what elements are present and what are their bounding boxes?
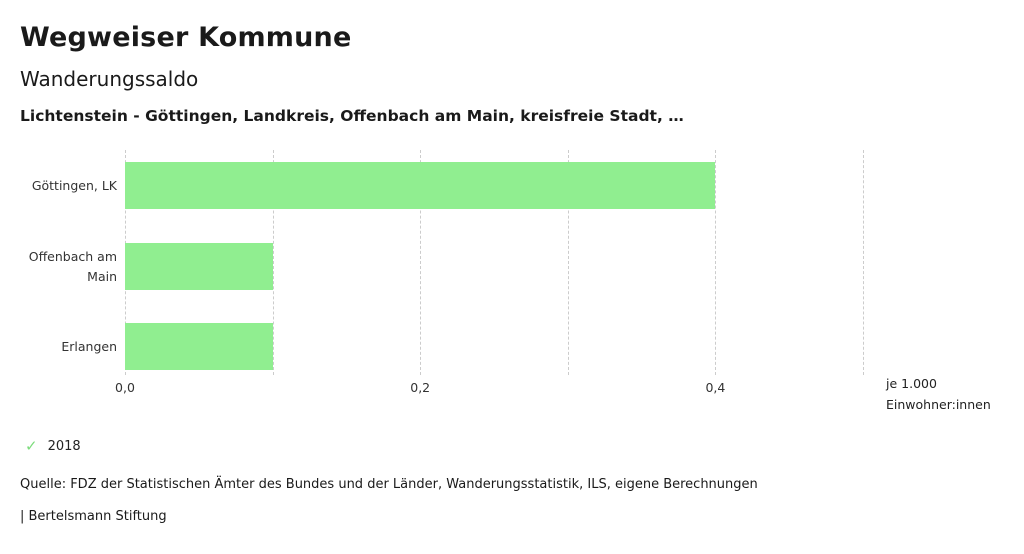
gridline xyxy=(715,150,717,375)
bar-row: Offenbach am Main xyxy=(0,243,1024,290)
source-text: Quelle: FDZ der Statistischen Ämter des … xyxy=(20,477,758,492)
legend-item-2018[interactable]: ✓ 2018 xyxy=(25,437,1024,455)
x-axis-ticks: 0,0 0,2 0,4 xyxy=(115,380,863,398)
header: Wegweiser Kommune Wanderungssaldo Lichte… xyxy=(0,0,1024,125)
bar-chart: Göttingen, LK Offenbach am Main Erlangen… xyxy=(0,150,1024,415)
x-tick-label: 0,4 xyxy=(705,380,726,395)
x-tick-label: 0,2 xyxy=(410,380,431,395)
bar-track xyxy=(125,323,863,370)
attribution-text: | Bertelsmann Stiftung xyxy=(20,509,167,524)
bar-track xyxy=(125,162,863,209)
axis-unit-label: je 1.000 Einwohner:innen xyxy=(886,373,991,415)
gridline xyxy=(272,150,274,375)
bar-row: Erlangen xyxy=(0,323,1024,370)
category-label: Offenbach am Main xyxy=(28,248,117,284)
page-title: Wegweiser Kommune xyxy=(20,22,352,53)
bar-offenbach xyxy=(125,243,273,290)
category-label: Erlangen xyxy=(61,338,117,354)
gridline xyxy=(567,150,569,375)
axis-unit-line1: je 1.000 xyxy=(886,376,937,391)
check-icon: ✓ xyxy=(25,437,38,455)
bar-track xyxy=(125,243,863,290)
category-label: Göttingen, LK xyxy=(31,177,117,193)
axis-unit-line2: Einwohner:innen xyxy=(886,397,991,412)
chart-description: Lichtenstein - Göttingen, Landkreis, Off… xyxy=(20,107,684,125)
bar-erlangen xyxy=(125,323,273,370)
x-tick-label: 0,0 xyxy=(115,380,135,395)
footer: Quelle: FDZ der Statistischen Ämter des … xyxy=(20,477,1024,524)
gridline xyxy=(420,150,422,375)
gridline xyxy=(863,150,864,375)
chart-title: Wanderungssaldo xyxy=(20,67,199,91)
legend-year-label: 2018 xyxy=(47,439,81,454)
bar-row: Göttingen, LK xyxy=(0,162,1024,209)
bar-goettingen xyxy=(125,162,716,209)
